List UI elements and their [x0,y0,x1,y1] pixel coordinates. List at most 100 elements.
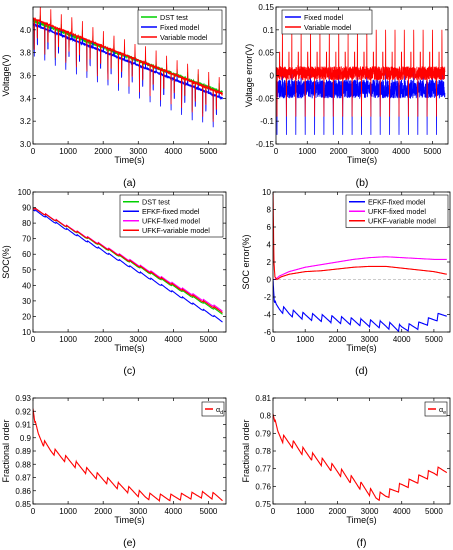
y-tick-label: 0 [270,72,275,81]
y-axis-label: Fractional order [1,419,11,482]
legend-entry: UFKF-fixed model [368,207,426,216]
legend-box [281,9,373,35]
x-tick-label: 0 [31,335,36,344]
y-axis-label: SOC(%) [1,245,11,279]
series-line-d-1 [273,256,447,281]
y-tick-label: 0.9 [20,434,32,443]
y-tick-label: 90 [22,204,31,213]
legend-entry-name: α [216,405,220,414]
x-tick-label: 5000 [200,147,218,156]
y-tick-label: 0.1 [263,26,275,35]
x-tick-label: 4000 [393,507,411,516]
x-tick-label: 3000 [129,147,147,156]
y-tick-label: 0.85 [15,500,31,509]
y-tick-label: 3.2 [20,117,32,126]
x-tick-label: 1000 [59,147,77,156]
x-tick-label: 5000 [200,335,218,344]
x-axis-label: Time(s) [114,515,144,525]
y-axis-label: Fractional order [241,419,251,482]
legend-entry-name: Fixed model [160,23,200,32]
y-tick-label: 70 [22,235,31,244]
y-tick-label: -0.15 [256,140,275,149]
legend-entry: Fixed model [304,13,344,22]
panel-label: (c) [123,365,135,377]
x-tick-label: 1000 [296,335,314,344]
y-tick-label: 60 [22,250,31,259]
panel-label: (d) [355,365,368,377]
y-tick-label: -2 [264,293,272,302]
x-tick-label: 5000 [200,507,218,516]
series-line-f-0 [273,413,448,502]
y-tick-label: 0.76 [255,482,271,491]
legend-entry: UFKF-fixed model [142,217,200,226]
legend-entry-name: UFKF-variable model [142,226,210,235]
x-tick-label: 2000 [328,507,346,516]
panel-label: (b) [356,177,369,189]
series-line-e-0 [33,408,223,503]
legend-entry: Variable model [304,23,352,32]
x-tick-label: 0 [274,147,279,156]
x-tick-label: 0 [271,507,276,516]
x-tick-label: 0 [31,507,36,516]
x-axis-label: Time(s) [114,155,144,165]
legend-entry-name: Variable model [304,23,352,32]
x-tick-label: 2000 [330,147,348,156]
legend-entry-subscript: e [443,410,446,416]
legend-entry-name: α [439,405,443,414]
x-tick-label: 5000 [425,507,443,516]
panel-label: (a) [123,177,136,189]
y-tick-label: 50 [22,266,31,275]
y-tick-label: 0.75 [255,500,271,509]
series-line-c-3 [33,207,223,314]
x-tick-label: 0 [271,335,276,344]
y-tick-label: 4.0 [20,26,32,35]
legend: αd [201,401,225,417]
y-tick-label: 20 [22,312,31,321]
axes-frame [32,191,227,333]
legend-entry-name: UFKF-variable model [368,217,436,226]
y-tick-label: 0.15 [258,3,274,12]
y-tick-label: 3.8 [20,49,32,58]
chart-panel-b: 0 1000 2000 3000 4000 5000 -0.15 -0.1 -0.05 0 0.05… [244,3,449,189]
y-tick-label: 0.86 [15,487,31,496]
x-tick-label: 5000 [425,335,443,344]
legend-entry-subscript: d [220,410,223,416]
legend-entry: Variable model [160,33,208,42]
y-tick-label: -0.1 [260,117,274,126]
chart-panel-d: 0 1000 2000 3000 4000 5000 -6 -4 -2 0 2 4 6 8 10 Time(s… [241,188,451,377]
y-tick-label: 4 [267,241,272,250]
y-axis-label: Voltage(V) [1,54,11,96]
series-line-d-2 [273,192,448,281]
legend-entry-name: EFKF-fixed model [368,198,426,207]
panel-label: (f) [357,537,367,549]
y-tick-label: 0 [267,276,272,285]
legend-entry-name: EFKF-fixed model [142,207,200,216]
y-tick-label: 100 [18,188,32,197]
chart-panel-c: 0 1000 2000 3000 4000 5000 10 20 30 40 50 60 70 80 90 1… [1,188,227,377]
y-tick-label: 0.05 [258,49,274,58]
legend-entry-name: UFKF-fixed model [368,207,426,216]
y-tick-label: 40 [22,281,31,290]
y-tick-label: -4 [264,311,272,320]
legend-entry: EFKF-fixed model [142,207,200,216]
x-tick-label: 2000 [94,147,112,156]
chart-panel-f: 0 1000 2000 3000 4000 5000 0.75 0.76 0.77 0.78 0.7… [241,394,451,549]
x-axis-label: Time(s) [346,343,376,353]
x-tick-label: 4000 [392,147,410,156]
x-tick-label: 2000 [328,335,346,344]
y-tick-label: 0.79 [255,429,271,438]
y-tick-label: 10 [22,328,31,337]
y-tick-label: 3.0 [20,140,32,149]
y-tick-label: 0.78 [255,447,271,456]
legend-entry: UFKF-variable model [142,226,210,235]
legend-entry: UFKF-variable model [368,217,436,226]
y-axis-label: Voltage error(V) [244,44,254,108]
legend-entry: Fixed model [160,23,200,32]
x-tick-label: 3000 [129,335,147,344]
y-tick-label: 0.81 [255,394,271,403]
